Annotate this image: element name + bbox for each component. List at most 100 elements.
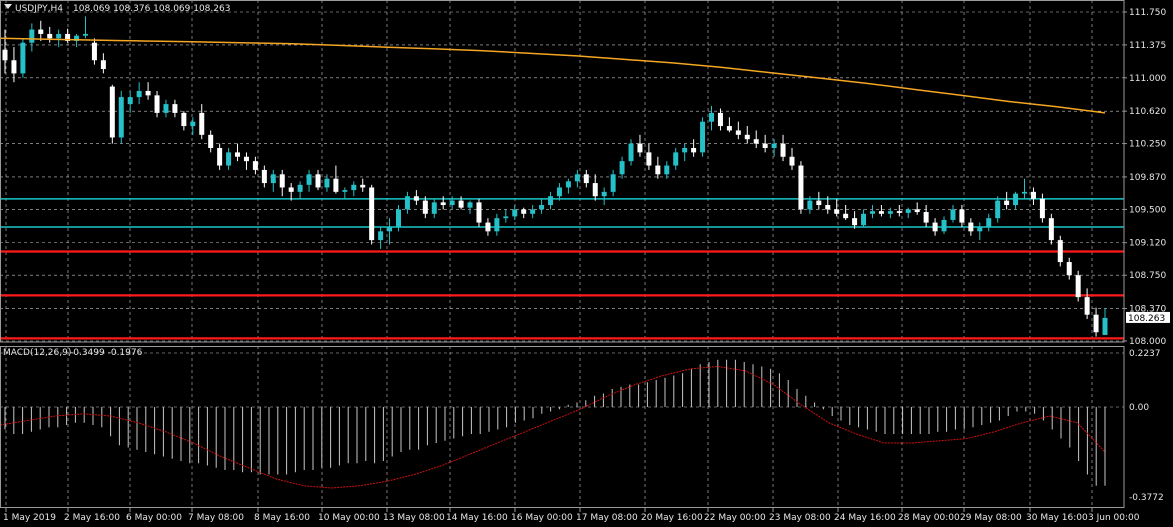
- candle-body: [539, 205, 545, 210]
- x-tick-label: 30 May 16:00: [1026, 513, 1088, 523]
- candle-body: [100, 60, 106, 70]
- candle-body: [1102, 317, 1108, 335]
- candle-body: [47, 33, 53, 39]
- candle-body: [789, 156, 795, 166]
- candle-body: [431, 202, 437, 214]
- candle-body: [351, 184, 357, 191]
- candle-body: [691, 147, 697, 153]
- macd-header: MACD(12,26,9) -0.3499 -0.1976: [3, 348, 143, 358]
- candle-body: [646, 152, 652, 166]
- candle-body: [726, 126, 732, 131]
- candle-body: [869, 211, 875, 214]
- pane-frames: [0, 0, 1125, 508]
- y-tick-label: 111.000: [1129, 74, 1166, 84]
- x-tick-label: 28 May 00:00: [898, 513, 960, 523]
- y-tick-label: 108.750: [1129, 271, 1166, 281]
- time-axis: 1 May 2019 2 May 16:00 6 May 00:00 7 May 08…: [3, 508, 1140, 523]
- candle-body: [905, 209, 911, 213]
- candle-body: [127, 97, 133, 105]
- candle-body: [387, 226, 393, 232]
- candle-body: [270, 174, 276, 184]
- candle-body: [753, 139, 759, 144]
- macd-values: -0.3499 -0.1976: [70, 348, 143, 358]
- candle-body: [574, 174, 580, 182]
- candle-body: [673, 152, 679, 166]
- candle-body: [682, 147, 688, 153]
- candle-body: [959, 209, 965, 223]
- candle-body: [619, 161, 625, 175]
- x-tick-label: 17 May 08:00: [576, 513, 638, 523]
- x-tick-label: 7 May 08:00: [188, 513, 244, 523]
- candle-body: [816, 200, 822, 206]
- candle-body: [512, 209, 518, 217]
- candle-body: [324, 178, 330, 188]
- candle-body: [74, 35, 80, 41]
- x-tick-label: 8 May 16:00: [254, 513, 310, 523]
- candle-body: [762, 143, 768, 148]
- x-tick-label: 1 May 2019: [3, 513, 56, 523]
- x-tick-label: 29 May 08:00: [960, 513, 1022, 523]
- candle-body: [476, 202, 482, 223]
- candle-body: [199, 112, 205, 135]
- candle-body: [798, 165, 804, 210]
- candle-body: [530, 209, 536, 214]
- candle-body: [771, 143, 777, 148]
- y-tick-label: 108.000: [1129, 337, 1166, 347]
- candle-body: [145, 90, 151, 96]
- y-tick-label: 110.620: [1129, 107, 1166, 117]
- candle-body: [154, 95, 160, 113]
- candle-body: [717, 112, 723, 127]
- candle-body: [226, 152, 232, 166]
- candle-body: [565, 181, 571, 188]
- candle-body: [181, 112, 187, 127]
- candle-body: [297, 184, 303, 192]
- candle-body: [342, 190, 348, 192]
- candle-body: [118, 97, 124, 138]
- candle-body: [38, 29, 44, 34]
- candle-body: [109, 86, 115, 138]
- y-tick-label: 111.375: [1129, 41, 1166, 51]
- candle-body: [878, 211, 884, 214]
- candle-body: [950, 209, 956, 220]
- candle-body: [252, 161, 258, 170]
- candle-body: [735, 130, 741, 135]
- symbol-timeframe: USDJPY,H4: [15, 4, 63, 14]
- candle-body: [243, 156, 249, 162]
- ohlc-readout: 108.069 108.376 108.069 108.263: [73, 4, 230, 14]
- y-tick-label: 110.250: [1129, 140, 1166, 150]
- x-tick-label: 24 May 16:00: [834, 513, 896, 523]
- candle-body: [467, 202, 473, 208]
- candle-body: [825, 205, 831, 210]
- candle-body: [65, 33, 71, 41]
- y-tick-label: 109.870: [1129, 173, 1166, 183]
- candle-body: [360, 184, 366, 188]
- candle-body: [834, 209, 840, 214]
- candle-body: [29, 29, 35, 43]
- x-tick-label: 6 May 00:00: [126, 513, 182, 523]
- candle-body: [494, 218, 500, 232]
- price-axis: 111.750 111.375 111.000 110.620 110.250 109.8…: [1124, 8, 1166, 503]
- candle-body: [986, 218, 992, 227]
- candle-body: [458, 200, 464, 208]
- candle-body: [413, 196, 419, 201]
- candle-body: [923, 212, 929, 223]
- candle-body: [20, 42, 26, 74]
- main-pane-frame: [0, 0, 1125, 343]
- current-price-label: 108.263: [1128, 314, 1165, 324]
- candle-body: [333, 178, 339, 192]
- candle-body: [914, 209, 920, 213]
- candle-body: [395, 209, 401, 227]
- x-tick-label: 2 May 16:00: [64, 513, 120, 523]
- candle-body: [628, 143, 634, 162]
- candle-body: [82, 33, 88, 36]
- candle-body: [2, 49, 8, 61]
- candle-body: [1004, 200, 1010, 206]
- candle-body: [941, 219, 947, 232]
- candle-body: [190, 121, 196, 127]
- candle-body: [968, 222, 974, 232]
- candle-body: [1084, 297, 1090, 315]
- candle-body: [1022, 191, 1028, 194]
- y-tick-label: 109.500: [1129, 205, 1166, 215]
